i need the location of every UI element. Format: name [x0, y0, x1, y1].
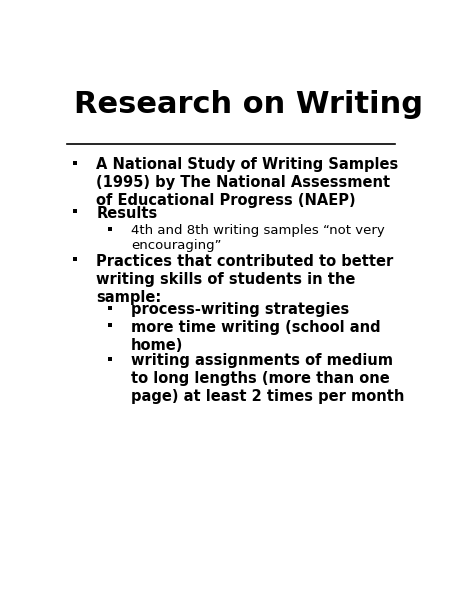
Text: A National Study of Writing Samples
(1995) by The National Assessment
of Educati: A National Study of Writing Samples (199…: [96, 157, 399, 208]
Text: Results: Results: [96, 206, 158, 221]
Text: 4th and 8th writing samples “not very
encouraging”: 4th and 8th writing samples “not very en…: [131, 224, 385, 252]
Text: Research on Writing: Research on Writing: [74, 91, 423, 119]
Text: process-writing strategies: process-writing strategies: [131, 302, 350, 317]
Text: more time writing (school and
home): more time writing (school and home): [131, 320, 381, 353]
Text: writing assignments of medium
to long lengths (more than one
page) at least 2 ti: writing assignments of medium to long le…: [131, 353, 405, 404]
Text: Practices that contributed to better
writing skills of students in the
sample:: Practices that contributed to better wri…: [96, 254, 394, 305]
